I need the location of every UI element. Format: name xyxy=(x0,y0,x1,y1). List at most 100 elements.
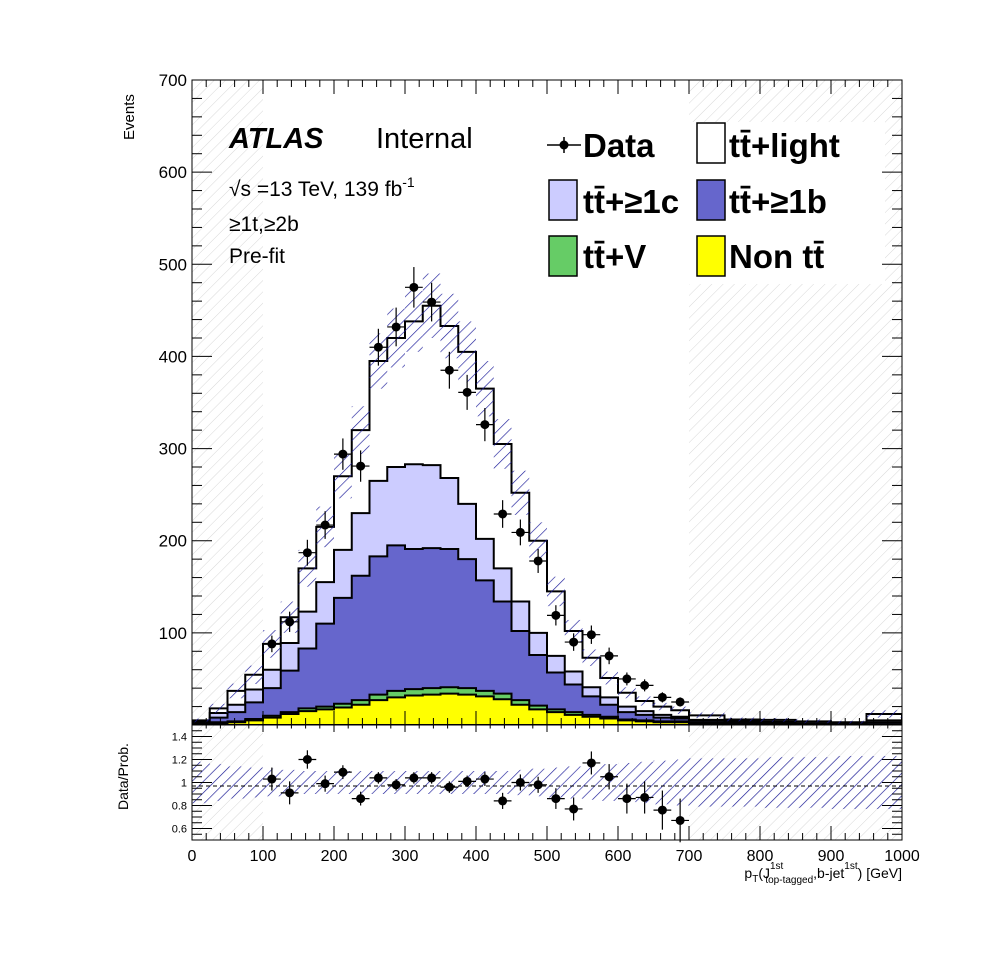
ratio-unc-bin xyxy=(351,771,370,794)
data-point xyxy=(657,692,667,702)
ratio-unc-bin xyxy=(689,758,725,807)
data-point xyxy=(551,610,561,620)
data-point xyxy=(267,639,277,649)
x-tick-label: 300 xyxy=(392,848,419,865)
data-point xyxy=(391,322,401,332)
ratio-point xyxy=(551,794,561,804)
x-tick-label: 500 xyxy=(534,848,561,865)
legend-data-label: Data xyxy=(583,127,655,164)
ratio-point xyxy=(622,794,632,804)
ratio-unc-bin xyxy=(760,757,796,808)
data-point xyxy=(515,527,525,537)
region-label: ≥1t,≥2b xyxy=(229,213,299,236)
legend-entry-tt1c: tt̄+≥1c xyxy=(548,179,679,221)
y-tick-label: 400 xyxy=(159,347,187,366)
mc-unc-bin xyxy=(476,361,494,417)
mc-unc-bin xyxy=(866,710,902,718)
legend-entry-ttlight: tt̄+light xyxy=(696,122,840,164)
ratio-unc-bin xyxy=(671,759,689,806)
ratio-unc-bin xyxy=(795,757,831,808)
stack-tt1b xyxy=(192,544,902,725)
x-tick-label: 600 xyxy=(605,848,632,865)
ratio-point xyxy=(427,773,437,783)
data-point xyxy=(622,674,632,684)
ratio-y-tick-label: 1 xyxy=(181,778,187,790)
ratio-y-tick-label: 0.8 xyxy=(172,801,187,813)
data-point xyxy=(302,548,312,558)
mc-unc-bin xyxy=(209,703,228,714)
data-point xyxy=(675,697,685,707)
ratio-point xyxy=(444,782,454,792)
atlas-label: ATLAS xyxy=(228,123,324,155)
ratio-point xyxy=(515,778,525,787)
data-point xyxy=(356,461,366,471)
mc-unc-bin xyxy=(334,454,352,499)
x-title-close: ) [GeV] xyxy=(858,865,902,881)
mc-unc-bin xyxy=(351,406,370,455)
legend-entry-nontt: Non tt̄ xyxy=(696,235,824,277)
energy-label: √s =13 TeV, 139 fb-1 xyxy=(229,174,415,201)
mc-unc-bin xyxy=(298,549,317,587)
legend-entry-ttV: tt̄+V xyxy=(548,235,646,277)
ratio-point xyxy=(462,776,472,786)
legend-ttV-swatch xyxy=(548,235,578,277)
x-title-open: (J xyxy=(758,865,770,881)
ratio-unc-bin xyxy=(209,764,228,801)
y-tick-label: 500 xyxy=(159,255,187,274)
mc-unc-bin xyxy=(547,576,565,607)
data-point xyxy=(640,680,650,690)
mc-unc-bin xyxy=(192,718,210,723)
ratio-points xyxy=(263,750,689,843)
y-tick-label: 600 xyxy=(159,163,187,182)
y-tick-label: 200 xyxy=(159,532,187,551)
x-tick-label: 800 xyxy=(747,848,774,865)
ratio-point xyxy=(285,788,295,798)
x-tick-label: 700 xyxy=(676,848,703,865)
mc-unc-bin xyxy=(440,293,459,359)
tick-labels: 0 100 200 300 400 500 600 700 800 900 1000 100 200 30… xyxy=(159,71,920,865)
ratio-point xyxy=(320,779,330,789)
x-title-sup1: 1st xyxy=(770,861,784,872)
data-point xyxy=(586,630,596,640)
ratio-point xyxy=(391,780,401,790)
ratio-unc-bin xyxy=(831,756,867,809)
y-tick-label: 100 xyxy=(159,624,187,643)
ratio-point xyxy=(586,758,596,768)
data-point xyxy=(569,637,579,647)
data-point xyxy=(498,509,508,519)
ratio-point xyxy=(640,792,650,802)
y-tick-label: 700 xyxy=(159,71,187,90)
energy-text: √s =13 TeV, 139 fb xyxy=(229,178,402,201)
mc-unc-bin xyxy=(689,712,725,719)
ratio-point xyxy=(604,772,614,782)
ratio-unc-bin xyxy=(724,758,760,807)
legend-nontt-swatch xyxy=(696,235,726,277)
ratio-y-tick-label: 0.6 xyxy=(172,824,187,836)
x-axis-title: pT(J1st top-tagged,b-jet1st) [GeV] xyxy=(744,861,902,886)
ratio-unc-bin xyxy=(564,766,583,799)
ratio-unc-bin xyxy=(618,762,636,803)
data-points xyxy=(263,267,689,707)
data-point xyxy=(444,365,454,375)
mc-unc-bin xyxy=(405,291,423,352)
mc-unc-bin xyxy=(724,717,760,722)
data-point xyxy=(338,449,348,459)
ratio-unc-bin xyxy=(227,766,246,799)
y-tick-label: 300 xyxy=(159,440,187,459)
x-title-sub1: top-tagged xyxy=(765,875,813,886)
ratio-point xyxy=(675,815,685,825)
legend-tt1b-swatch xyxy=(696,179,726,221)
legend-tt1c-swatch xyxy=(548,179,578,221)
legend-data-marker xyxy=(559,140,569,150)
fit-label: Pre-fit xyxy=(229,245,285,268)
blinded-main-left xyxy=(192,80,263,725)
data-point xyxy=(533,556,543,566)
ratio-unc-bin xyxy=(653,760,672,805)
x-tick-label: 400 xyxy=(463,848,490,865)
ratio-point xyxy=(356,794,366,804)
mc-unc-bin xyxy=(618,687,636,699)
x-title-T: T xyxy=(752,874,758,885)
mc-unc-bin xyxy=(760,718,796,722)
legend-ttlight-swatch xyxy=(696,122,726,164)
ratio-unc-bin xyxy=(582,765,601,800)
